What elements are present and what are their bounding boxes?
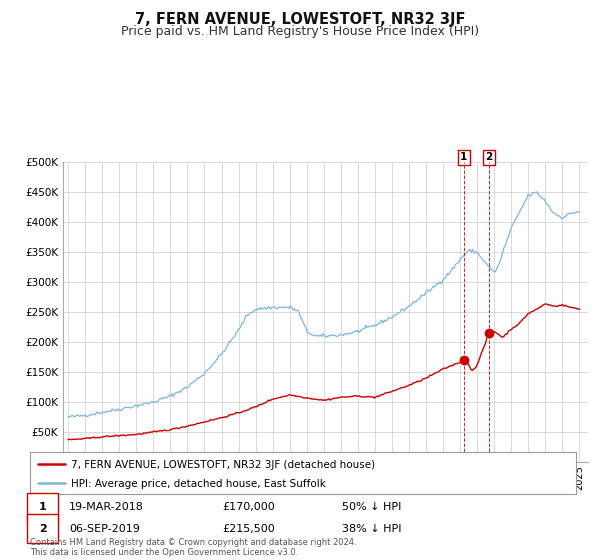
Text: 06-SEP-2019: 06-SEP-2019 bbox=[69, 524, 140, 534]
Text: 38% ↓ HPI: 38% ↓ HPI bbox=[342, 524, 401, 534]
Text: £170,000: £170,000 bbox=[222, 502, 275, 512]
Text: 2: 2 bbox=[485, 152, 493, 162]
Text: 2: 2 bbox=[39, 524, 46, 534]
Text: 1: 1 bbox=[460, 152, 467, 162]
Text: 7, FERN AVENUE, LOWESTOFT, NR32 3JF (detached house): 7, FERN AVENUE, LOWESTOFT, NR32 3JF (det… bbox=[71, 460, 375, 469]
Text: 50% ↓ HPI: 50% ↓ HPI bbox=[342, 502, 401, 512]
FancyBboxPatch shape bbox=[30, 452, 576, 494]
Text: HPI: Average price, detached house, East Suffolk: HPI: Average price, detached house, East… bbox=[71, 479, 326, 489]
Text: Price paid vs. HM Land Registry's House Price Index (HPI): Price paid vs. HM Land Registry's House … bbox=[121, 25, 479, 38]
Text: 7, FERN AVENUE, LOWESTOFT, NR32 3JF: 7, FERN AVENUE, LOWESTOFT, NR32 3JF bbox=[135, 12, 465, 27]
Text: £215,500: £215,500 bbox=[222, 524, 275, 534]
Text: 1: 1 bbox=[39, 502, 46, 512]
Text: 19-MAR-2018: 19-MAR-2018 bbox=[69, 502, 144, 512]
Text: Contains HM Land Registry data © Crown copyright and database right 2024.
This d: Contains HM Land Registry data © Crown c… bbox=[30, 538, 356, 557]
